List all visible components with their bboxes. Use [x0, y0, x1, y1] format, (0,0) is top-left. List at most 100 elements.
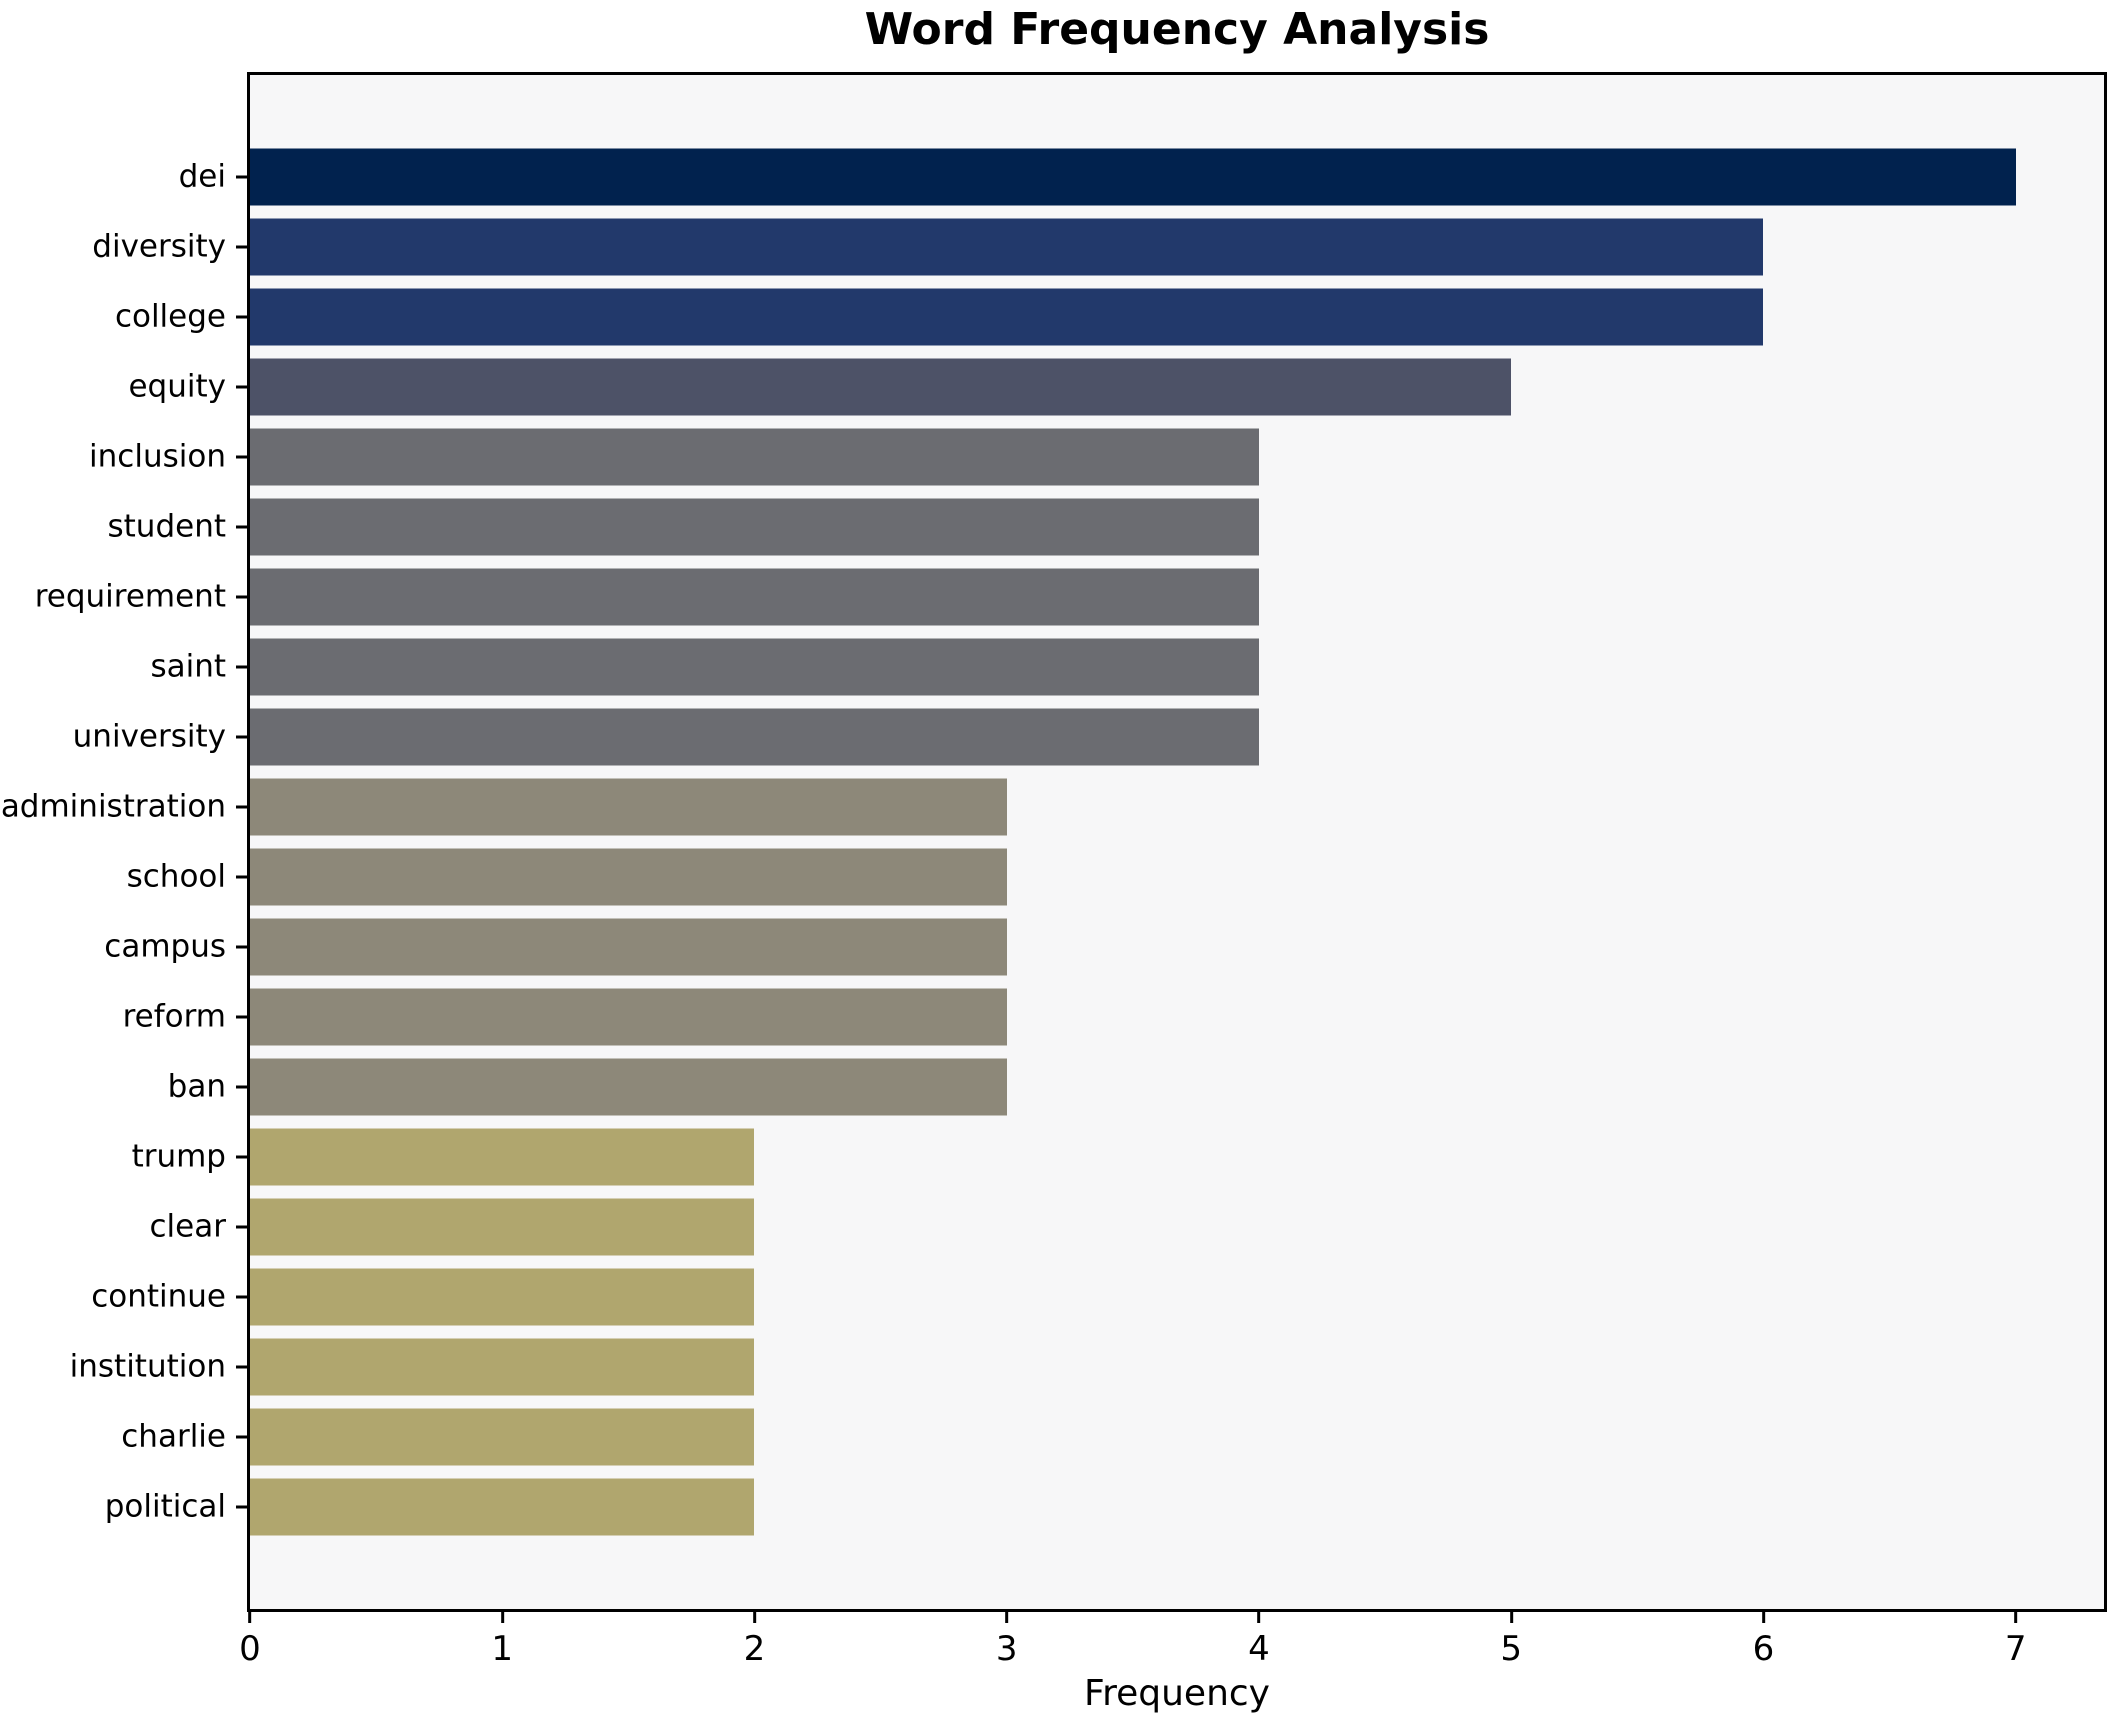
- bar-continue: [250, 1268, 755, 1326]
- bar-requirement: [250, 568, 1259, 626]
- x-tick-1: 1: [491, 1612, 513, 1666]
- y-tick-label: equity: [128, 368, 226, 405]
- bar-row-trump: trump: [132, 1122, 2104, 1192]
- x-tick-4: 4: [1248, 1612, 1270, 1666]
- bar-school: [250, 848, 1007, 906]
- bar-row-continue: continue: [91, 1262, 2104, 1332]
- bar-row-student: student: [107, 492, 2104, 562]
- x-tick-mark: [1005, 1612, 1009, 1623]
- bar-row-college: college: [115, 282, 2104, 352]
- y-tick-mark: [236, 245, 247, 249]
- y-tick-label: school: [126, 858, 226, 895]
- bars-container: dei diversity college equity inclusion studen…: [1, 142, 2104, 1542]
- x-tick-2: 2: [743, 1612, 766, 1669]
- y-tick-label: inclusion: [89, 438, 226, 475]
- y-tick-label: reform: [122, 998, 226, 1035]
- y-tick-label: political: [104, 1488, 226, 1525]
- bar-row-administration: administration: [1, 772, 2104, 842]
- x-tick-label: 1: [491, 1629, 514, 1669]
- bar-dei: [250, 148, 2016, 206]
- bar-inclusion: [250, 428, 1259, 486]
- y-tick-label: trump: [131, 1138, 226, 1175]
- bar-administration: [250, 778, 1007, 836]
- x-tick-7: 7: [2005, 1612, 2027, 1666]
- bar-college: [250, 288, 1764, 346]
- bar-university: [250, 708, 1259, 766]
- bar-charlie: [250, 1408, 755, 1466]
- y-tick-mark: [236, 1225, 247, 1229]
- x-tick-mark: [752, 1612, 756, 1623]
- x-tick-mark: [1761, 1612, 1765, 1623]
- x-tick-label: 4: [1248, 1629, 1270, 1669]
- y-tick-label: institution: [69, 1348, 226, 1385]
- bar-row-equity: equity: [128, 352, 2104, 422]
- y-tick-label: ban: [167, 1068, 226, 1105]
- bar-trump: [250, 1128, 755, 1186]
- bar-row-dei: dei: [179, 142, 2104, 212]
- y-tick-mark: [236, 875, 247, 879]
- x-tick-mark: [1257, 1612, 1261, 1623]
- chart-title: Word Frequency Analysis: [864, 4, 1490, 55]
- y-tick-label: campus: [104, 928, 226, 965]
- x-tick-5: 5: [1500, 1612, 1522, 1666]
- y-tick-label: diversity: [92, 228, 226, 265]
- y-tick-mark: [236, 1505, 247, 1509]
- y-tick-mark: [236, 1015, 247, 1019]
- y-tick-mark: [236, 735, 247, 739]
- bar-student: [250, 498, 1259, 556]
- bar-row-reform: reform: [123, 982, 2104, 1052]
- bar-row-saint: saint: [150, 632, 2104, 702]
- y-tick-mark: [236, 175, 247, 179]
- y-tick-mark: [236, 1085, 247, 1089]
- bar-row-requirement: requirement: [35, 562, 2104, 632]
- bar-clear: [250, 1198, 755, 1256]
- x-tick-label: 5: [1500, 1629, 1523, 1669]
- bar-row-university: university: [73, 702, 2104, 772]
- bar-political: [250, 1478, 755, 1536]
- plot-area: dei diversity college equity inclusion studen…: [1, 72, 2107, 1666]
- y-tick-mark: [236, 665, 247, 669]
- x-tick-label: 6: [1752, 1629, 1775, 1669]
- y-tick-mark: [236, 315, 247, 319]
- y-tick-label: clear: [149, 1208, 226, 1245]
- x-tick-label: 0: [239, 1629, 261, 1669]
- y-tick-mark: [236, 945, 247, 949]
- y-tick-label: saint: [150, 648, 226, 685]
- x-tick-label: 3: [995, 1629, 1018, 1669]
- bar-row-institution: institution: [70, 1332, 2104, 1402]
- bar-diversity: [250, 218, 1764, 276]
- y-tick-mark: [236, 525, 247, 529]
- x-tick-mark: [2014, 1612, 2018, 1623]
- y-tick-mark: [236, 805, 247, 809]
- y-tick-mark: [236, 1155, 247, 1159]
- bar-row-charlie: charlie: [121, 1402, 2104, 1472]
- bar-row-campus: campus: [104, 912, 2104, 982]
- bar-equity: [250, 358, 1512, 416]
- x-axis-label: Frequency: [1084, 1673, 1270, 1714]
- bar-saint: [250, 638, 1259, 696]
- y-tick-label: university: [72, 718, 226, 755]
- y-tick-mark: [236, 455, 247, 459]
- y-tick-mark: [236, 1295, 247, 1299]
- y-tick-label: charlie: [121, 1418, 226, 1455]
- y-tick-mark: [236, 595, 247, 599]
- x-tick-0: 0: [239, 1612, 261, 1666]
- y-tick-mark: [236, 1435, 247, 1439]
- y-tick-mark: [236, 385, 247, 389]
- bar-ban: [250, 1058, 1007, 1116]
- x-tick-label: 2: [743, 1629, 766, 1669]
- y-tick-label: continue: [91, 1278, 226, 1315]
- y-tick-label: college: [114, 298, 226, 335]
- x-tick-6: 6: [1752, 1612, 1775, 1669]
- y-tick-label: dei: [178, 158, 226, 195]
- x-tick-3: 3: [996, 1612, 1018, 1666]
- bar-row-clear: clear: [150, 1192, 2104, 1262]
- bar-reform: [250, 988, 1007, 1046]
- x-axis-ticks: 0 1 2 3 4 5 6 7: [239, 1609, 2104, 1719]
- x-tick-label: 7: [2004, 1629, 2027, 1669]
- bar-institution: [250, 1338, 755, 1396]
- x-tick-mark: [500, 1612, 504, 1623]
- y-tick-label: administration: [0, 788, 226, 825]
- bar-row-political: political: [105, 1472, 2104, 1542]
